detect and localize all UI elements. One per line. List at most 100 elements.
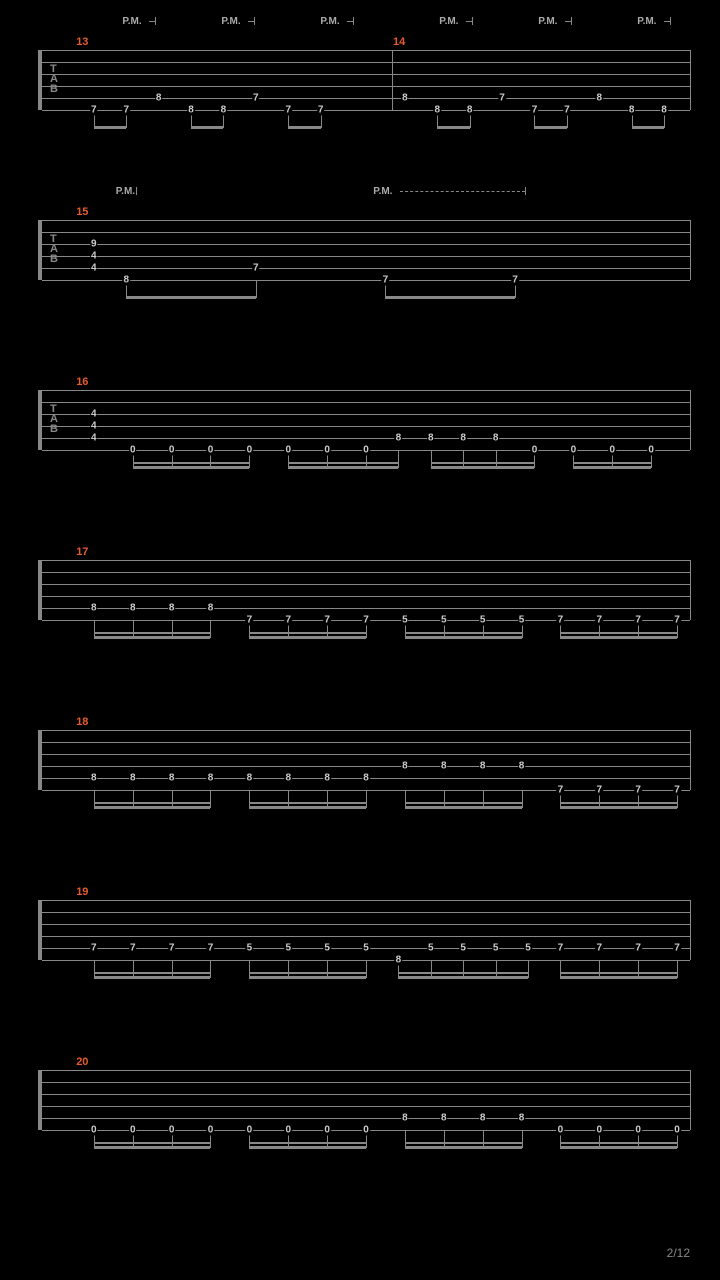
pm-label: P.M. [116,186,135,197]
pm-dash [347,21,354,22]
beam [534,126,566,129]
fret-number: 8 [90,603,98,614]
tab-staff: 8888777755557777 [38,560,690,620]
staff-line [42,900,690,901]
fret-number: 7 [284,615,292,626]
fret-number: 7 [90,943,98,954]
staff-line [42,936,690,937]
fret-number: 7 [673,785,681,796]
pm-label: P.M. [122,16,141,27]
fret-number: 8 [122,275,130,286]
beam [405,1146,522,1149]
fret-number: 7 [511,275,519,286]
staff-line [42,924,690,925]
fret-number: 7 [634,943,642,954]
fret-number: 8 [129,773,137,784]
pm-end-tick [136,187,137,195]
fret-number: 7 [323,615,331,626]
tab-row: 178888777755557777 [30,560,690,670]
fret-number: 7 [129,943,137,954]
tab-letter: B [50,254,58,264]
staff-line [42,74,690,75]
beam-secondary [560,1142,677,1144]
beam [405,806,522,809]
staff-line [42,98,690,99]
fret-number: 7 [382,275,390,286]
fret-number: 8 [660,105,668,116]
fret-number: 7 [634,785,642,796]
fret-number: 7 [673,615,681,626]
fret-number: 4 [90,263,98,274]
tab-staff: 0000000088880000 [38,1070,690,1130]
staff-line [42,50,690,51]
fret-number: 0 [362,1125,370,1136]
fret-number: 7 [673,943,681,954]
staff-line [42,438,690,439]
fret-number: 7 [557,943,565,954]
fret-number: 0 [595,1125,603,1136]
fret-number: 7 [563,105,571,116]
note-stem [677,960,678,978]
beam [94,126,126,129]
fret-number: 8 [207,773,215,784]
staff-line [42,414,690,415]
fret-number: 0 [570,445,578,456]
staff-line [42,742,690,743]
fret-number: 8 [479,1113,487,1124]
staff-line [42,1070,690,1071]
fret-number: 0 [608,445,616,456]
fret-number: 7 [252,93,260,104]
beam-secondary [249,1142,366,1144]
fret-number: 8 [168,773,176,784]
staff-line [42,754,690,755]
tab-staff: 8888888888887777 [38,730,690,790]
beam [249,806,366,809]
staff-line [42,426,690,427]
barline [392,50,393,110]
fret-number: 0 [90,1125,98,1136]
pm-dash [248,21,255,22]
tab-row: P.M.P.M.P.M.P.M.P.M.P.M.1314TAB778887778… [30,50,690,160]
fret-number: 8 [427,433,435,444]
tab-staff: 77775555855557777 [38,900,690,960]
note-stem [366,960,367,978]
fret-number: 8 [155,93,163,104]
beam [405,636,522,639]
beam [249,636,366,639]
pm-dash [664,21,671,22]
fret-number: 8 [362,773,370,784]
tab-staff: TAB444000000088880000 [38,390,690,450]
fret-number: 8 [401,1113,409,1124]
tab-letters: TAB [50,64,58,94]
fret-number: 8 [401,93,409,104]
tab-staff: TAB9448777 [38,220,690,280]
fret-number: 7 [317,105,325,116]
staff-line [42,596,690,597]
beam-secondary [431,462,535,464]
fret-number: 8 [518,1113,526,1124]
fret-number: 7 [531,105,539,116]
fret-number: 7 [252,263,260,274]
fret-number: 0 [284,445,292,456]
fret-number: 7 [246,615,254,626]
fret-number: 8 [401,761,409,772]
beam [94,806,211,809]
fret-number: 8 [220,105,228,116]
beam-secondary [560,632,677,634]
beam-secondary [560,972,677,974]
barline [690,1070,691,1130]
beam-secondary [249,632,366,634]
pm-dash [565,21,572,22]
note-stem [210,790,211,808]
fret-number: 5 [440,615,448,626]
measure-number: 19 [76,886,88,898]
staff-line [42,244,690,245]
fret-number: 0 [362,445,370,456]
beam [573,466,651,469]
fret-number: 8 [459,433,467,444]
fret-number: 8 [187,105,195,116]
measure-number: 20 [76,1056,88,1068]
beam [431,466,535,469]
fret-number: 7 [284,105,292,116]
staff-line [42,1118,690,1119]
